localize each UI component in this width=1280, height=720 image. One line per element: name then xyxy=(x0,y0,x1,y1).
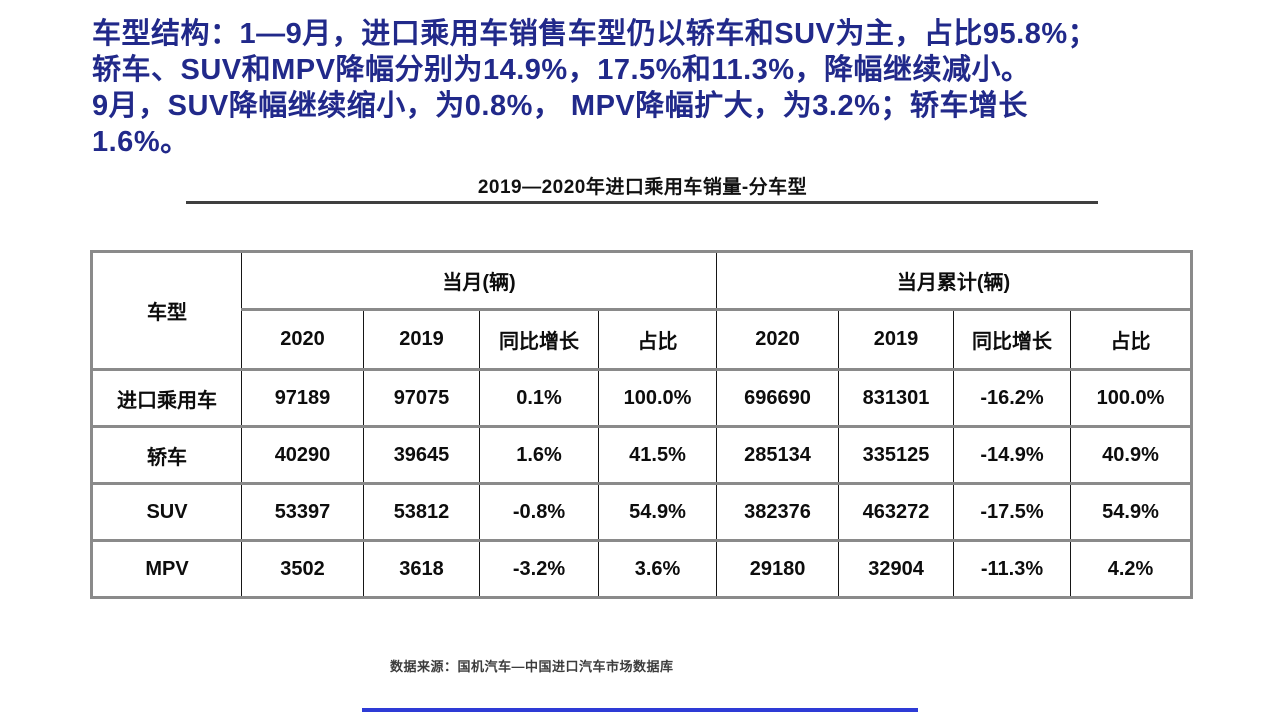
column-header: 占比 xyxy=(597,308,718,371)
heading-line: 1.6%。 xyxy=(92,126,190,158)
heading-line: 车型结构：1—9月，进口乘用车销售车型仍以轿车和SUV为主，占比95.8%； xyxy=(92,18,1098,50)
data-cell: 32904 xyxy=(838,539,955,599)
data-cell: 4.2% xyxy=(1070,539,1193,599)
heading-line: 9月，SUV降幅继续缩小，为0.8%， MPV降幅扩大，为3.2%；轿车增长 xyxy=(92,90,1028,122)
data-cell: 3618 xyxy=(363,539,480,599)
data-cell: -0.8% xyxy=(479,482,599,542)
data-cell: 463272 xyxy=(838,482,955,542)
data-cell: 696690 xyxy=(716,368,840,428)
row-label: 轿车 xyxy=(91,425,242,485)
data-cell: -11.3% xyxy=(953,539,1072,599)
data-cell: 3.6% xyxy=(597,539,718,599)
data-cell: 0.1% xyxy=(479,368,599,428)
column-header: 2020 xyxy=(716,308,840,371)
column-header: 2019 xyxy=(838,308,955,371)
data-source-note: 数据来源：国机汽车—中国进口汽车市场数据库 xyxy=(390,659,674,674)
bottom-accent-bar xyxy=(362,708,918,712)
slide-heading: 车型结构：1—9月，进口乘用车销售车型仍以轿车和SUV为主，占比95.8%； 轿… xyxy=(92,16,1202,160)
table-row: MPV 3502 3618 -3.2% 3.6% 29180 32904 -11… xyxy=(91,539,1193,599)
row-label: SUV xyxy=(91,482,242,542)
data-cell: -16.2% xyxy=(953,368,1072,428)
data-cell: 40.9% xyxy=(1070,425,1193,485)
data-cell: 3502 xyxy=(241,539,364,599)
column-header: 同比增长 xyxy=(953,308,1072,371)
table-group-header-row: 车型 当月(辆) 当月累计(辆) xyxy=(91,250,1193,371)
data-cell: 29180 xyxy=(716,539,840,599)
data-cell: 382376 xyxy=(716,482,840,542)
column-header: 2019 xyxy=(363,308,480,371)
table-sub-header-row: 2020 2019 同比增长 占比 2020 2019 同比增长 占比 xyxy=(92,308,1193,371)
column-header: 同比增长 xyxy=(479,308,599,371)
data-cell: 53397 xyxy=(241,482,364,542)
row-label: MPV xyxy=(91,539,242,599)
title-underline xyxy=(186,201,1098,204)
data-cell: 53812 xyxy=(363,482,480,542)
table-row: SUV 53397 53812 -0.8% 54.9% 382376 46327… xyxy=(91,482,1193,542)
data-cell: 39645 xyxy=(363,425,480,485)
table-title: 2019—2020年进口乘用车销量-分车型 xyxy=(477,177,808,198)
data-cell: 54.9% xyxy=(597,482,718,542)
data-cell: 97075 xyxy=(363,368,480,428)
heading-line: 轿车、SUV和MPV降幅分别为14.9%，17.5%和11.3%，降幅继续减小。 xyxy=(92,54,1031,86)
column-group-cumulative: 当月累计(辆) xyxy=(716,250,1193,311)
table-row: 轿车 40290 39645 1.6% 41.5% 285134 335125 … xyxy=(91,425,1193,485)
data-cell: 335125 xyxy=(838,425,955,485)
column-header: 占比 xyxy=(1070,308,1193,371)
row-label: 进口乘用车 xyxy=(91,368,242,428)
column-header-vehicle: 车型 xyxy=(91,250,242,371)
data-cell: 285134 xyxy=(716,425,840,485)
sales-table: 车型 当月(辆) 当月累计(辆) 2020 2019 同比增长 占比 2020 … xyxy=(90,250,1194,599)
data-cell: 831301 xyxy=(838,368,955,428)
data-cell: 41.5% xyxy=(597,425,718,485)
data-cell: 54.9% xyxy=(1070,482,1193,542)
column-group-month: 当月(辆) xyxy=(240,250,718,311)
data-cell: -3.2% xyxy=(479,539,599,599)
column-header: 2020 xyxy=(241,308,364,371)
data-cell: -17.5% xyxy=(953,482,1072,542)
data-cell: 100.0% xyxy=(597,368,718,428)
data-cell: 97189 xyxy=(241,368,364,428)
data-cell: 1.6% xyxy=(479,425,599,485)
table-row: 进口乘用车 97189 97075 0.1% 100.0% 696690 831… xyxy=(91,368,1193,428)
data-cell: 100.0% xyxy=(1070,368,1193,428)
data-cell: 40290 xyxy=(241,425,364,485)
data-cell: -14.9% xyxy=(953,425,1072,485)
